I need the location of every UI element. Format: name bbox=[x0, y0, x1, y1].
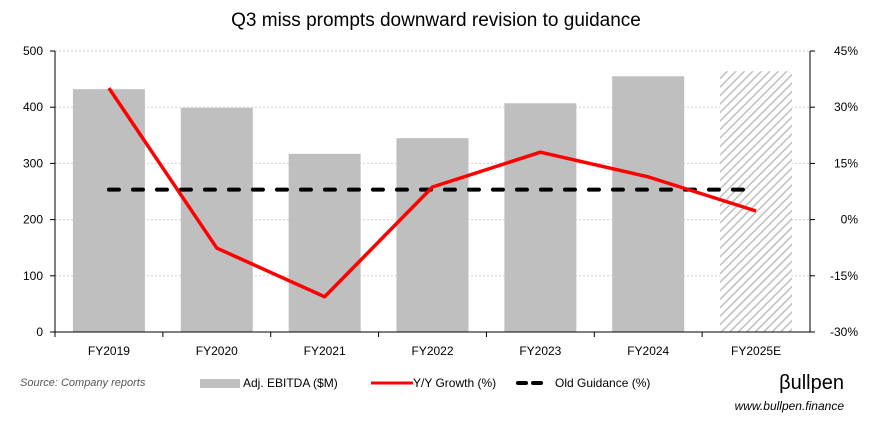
right-tick-label: 15% bbox=[834, 156, 858, 170]
left-tick-label: 0 bbox=[36, 325, 43, 339]
bar-fy2023 bbox=[504, 103, 577, 333]
x-tick-label: FY2021 bbox=[304, 344, 346, 358]
left-tick-label: 400 bbox=[23, 100, 43, 114]
left-tick-label: 200 bbox=[23, 213, 43, 227]
bar-fy2019 bbox=[72, 89, 145, 332]
source-note: Source: Company reports bbox=[20, 377, 146, 389]
left-tick-label: 100 bbox=[23, 269, 43, 283]
left-tick-label: 300 bbox=[23, 156, 43, 170]
legend-label-growth: Y/Y Growth (%) bbox=[413, 376, 496, 390]
x-tick-label: FY2020 bbox=[196, 344, 238, 358]
bar-fy2020 bbox=[180, 107, 253, 333]
left-tick-label: 500 bbox=[23, 44, 43, 58]
legend: Source: Company reports Adj. EBITDA ($M)… bbox=[20, 372, 844, 413]
legend-swatch-ebitda bbox=[200, 379, 240, 388]
legend-label-ebitda: Adj. EBITDA ($M) bbox=[243, 376, 338, 390]
right-tick-label: 45% bbox=[834, 44, 858, 58]
bar-fy2024 bbox=[612, 76, 685, 332]
bar-fy2022 bbox=[396, 138, 469, 332]
x-tick-label: FY2019 bbox=[88, 344, 130, 358]
x-tick-label: FY2023 bbox=[519, 344, 561, 358]
x-tick-label: FY2024 bbox=[627, 344, 669, 358]
bar-fy2021 bbox=[288, 153, 361, 332]
right-tick-label: -30% bbox=[830, 325, 858, 339]
bullpen-logo: βullpen bbox=[779, 372, 844, 394]
legend-label-guidance: Old Guidance (%) bbox=[555, 376, 650, 390]
growth-line bbox=[107, 87, 757, 299]
x-tick-label: FY2025E bbox=[731, 344, 781, 358]
chart-title: Q3 miss prompts downward revision to gui… bbox=[231, 10, 641, 31]
right-tick-label: -15% bbox=[830, 269, 858, 283]
x-tick-label: FY2022 bbox=[411, 344, 453, 358]
website-link[interactable]: www.bullpen.finance bbox=[735, 399, 845, 413]
right-tick-label: 30% bbox=[834, 100, 858, 114]
right-tick-label: 0% bbox=[841, 213, 859, 227]
